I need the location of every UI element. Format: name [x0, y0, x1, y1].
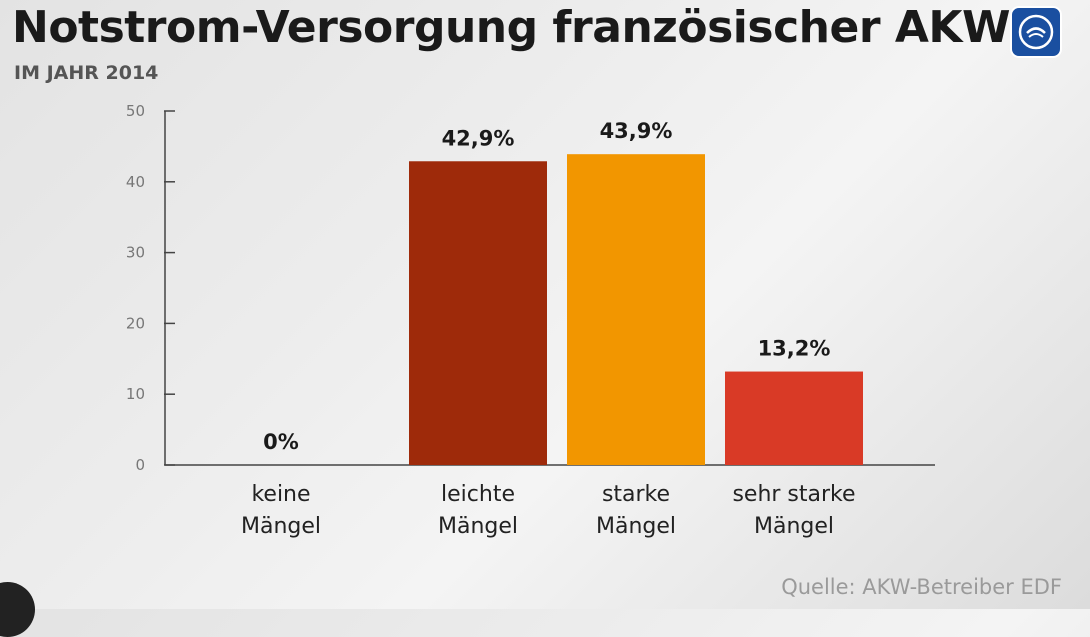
- y-tick-label: 40: [126, 173, 145, 191]
- y-tick-label: 30: [126, 244, 145, 262]
- bar-chart: 0 10 20 30 40 50 0% keine Mängel 42,9% leichte Mäng…: [126, 102, 935, 539]
- tagesschau-logo-icon: [1010, 6, 1062, 58]
- category-label: Mängel: [438, 514, 518, 539]
- category-label: leichte: [441, 482, 515, 507]
- bar-value-label: 0%: [263, 430, 299, 454]
- category-label: keine: [251, 482, 310, 507]
- category-label: Mängel: [241, 514, 321, 539]
- bar-value-label: 13,2%: [758, 337, 831, 361]
- chart-subtitle: IM JAHR 2014: [14, 62, 159, 84]
- category-label: Mängel: [754, 514, 834, 539]
- bar-1: [409, 161, 547, 465]
- category-label: sehr starke: [732, 482, 855, 507]
- y-tick-label: 50: [126, 102, 145, 120]
- bar-value-label: 42,9%: [442, 126, 515, 150]
- y-tick-label: 10: [126, 385, 145, 403]
- category-label: starke: [602, 482, 670, 507]
- y-tick-label: 0: [135, 456, 145, 474]
- category-label: Mängel: [596, 514, 676, 539]
- y-tick-label: 20: [126, 314, 145, 332]
- source-note: Quelle: AKW-Betreiber EDF: [781, 575, 1062, 599]
- bar-value-label: 43,9%: [600, 119, 673, 143]
- bar-3: [725, 371, 863, 465]
- chart-title: Notstrom-Versorgung französischer AKW: [12, 2, 1011, 53]
- bar-2: [567, 154, 705, 466]
